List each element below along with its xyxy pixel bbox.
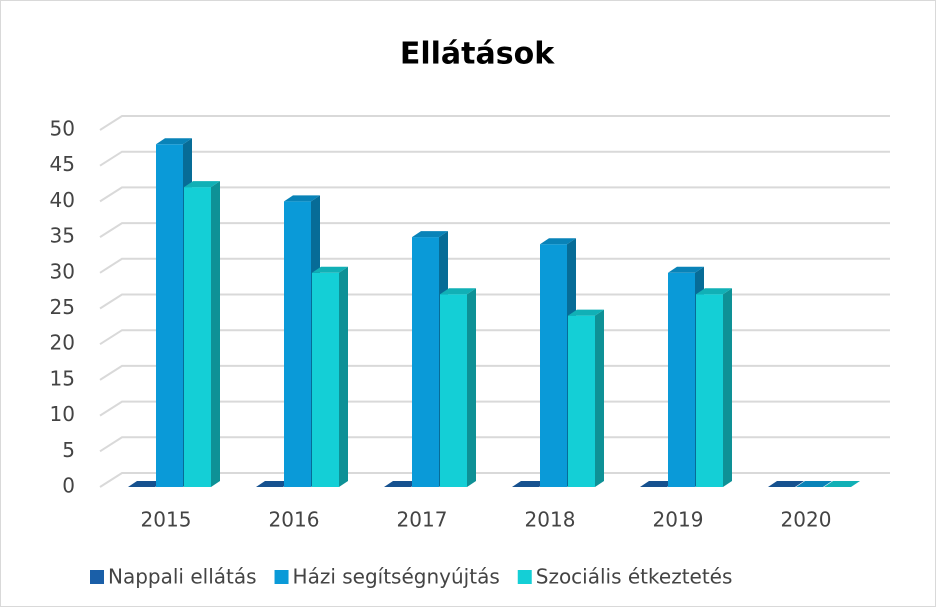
chart-title: Ellátások	[400, 37, 555, 72]
x-tick-label: 2016	[269, 508, 320, 532]
bar-top	[568, 309, 604, 316]
grid-line	[99, 150, 890, 167]
bar-top	[256, 481, 292, 487]
bar-front	[312, 272, 339, 487]
bar-top	[768, 481, 804, 487]
bar-top	[156, 138, 192, 145]
bar	[568, 309, 604, 487]
y-tick-label: 45	[50, 152, 75, 176]
bar-front	[156, 144, 183, 487]
bar-front	[696, 294, 723, 487]
bar-front	[668, 272, 695, 487]
bar-top	[640, 481, 676, 487]
grid-line	[99, 222, 890, 238]
grid-line	[99, 257, 890, 274]
bar-top	[440, 288, 476, 295]
grid-line	[99, 436, 890, 453]
y-tick-label: 30	[50, 259, 75, 283]
grid-line	[99, 293, 890, 310]
x-tick-label: 2019	[653, 508, 704, 532]
bar-side	[211, 181, 220, 487]
bar-side	[723, 288, 732, 487]
bar-top	[824, 481, 860, 487]
legend-label: Házi segítségnyújtás	[293, 565, 500, 589]
bar	[640, 481, 676, 487]
bar-top	[512, 481, 548, 487]
bar-top	[184, 181, 220, 188]
bar-top	[284, 195, 320, 202]
y-tick-label: 0	[62, 474, 75, 498]
y-tick-label: 15	[50, 366, 75, 390]
legend-swatch	[90, 570, 104, 584]
grid-line	[99, 329, 890, 346]
bar	[128, 481, 164, 487]
bar-top	[312, 266, 348, 273]
grid-line	[99, 364, 890, 381]
bar-front	[568, 315, 595, 487]
y-tick-label: 5	[62, 438, 75, 462]
bar	[512, 481, 548, 487]
grid-line	[99, 186, 890, 203]
y-tick-label: 40	[50, 188, 75, 212]
bar-side	[339, 266, 348, 487]
x-tick-label: 2017	[397, 508, 448, 532]
bar-front	[412, 237, 439, 487]
bar-top	[128, 481, 164, 487]
y-tick-label: 10	[50, 402, 75, 426]
bar	[440, 288, 476, 487]
x-tick-label: 2018	[525, 508, 576, 532]
bar-side	[467, 288, 476, 487]
bar-top	[412, 231, 448, 238]
bar	[796, 481, 832, 487]
y-tick-label: 35	[50, 224, 75, 248]
bar	[256, 481, 292, 487]
y-tick-label: 20	[50, 331, 75, 355]
bar-top	[668, 266, 704, 273]
grid-line	[99, 400, 890, 417]
y-tick-label: 50	[50, 117, 75, 141]
legend-label: Nappali ellátás	[108, 565, 257, 589]
bar-top	[540, 238, 576, 245]
bar	[184, 181, 220, 487]
bar-top	[384, 481, 420, 487]
legend-swatch	[274, 570, 289, 584]
bar-front	[540, 244, 567, 487]
x-tick-label: 2020	[781, 508, 832, 532]
bar-top	[696, 288, 732, 295]
grid-line	[99, 472, 890, 488]
x-tick-label: 2015	[141, 508, 192, 532]
bar	[312, 266, 348, 487]
bar-front	[184, 187, 211, 487]
bar	[696, 288, 732, 487]
legend-swatch	[517, 570, 532, 584]
grid-line	[99, 115, 890, 131]
bar-side	[595, 309, 604, 487]
bar-top	[796, 481, 832, 487]
bar-front	[284, 201, 311, 487]
bar	[768, 481, 804, 487]
bar	[824, 481, 860, 487]
legend-label: Szociális étkeztetés	[536, 565, 733, 589]
bar-front	[440, 294, 467, 487]
y-tick-label: 25	[50, 295, 75, 319]
bar	[384, 481, 420, 487]
